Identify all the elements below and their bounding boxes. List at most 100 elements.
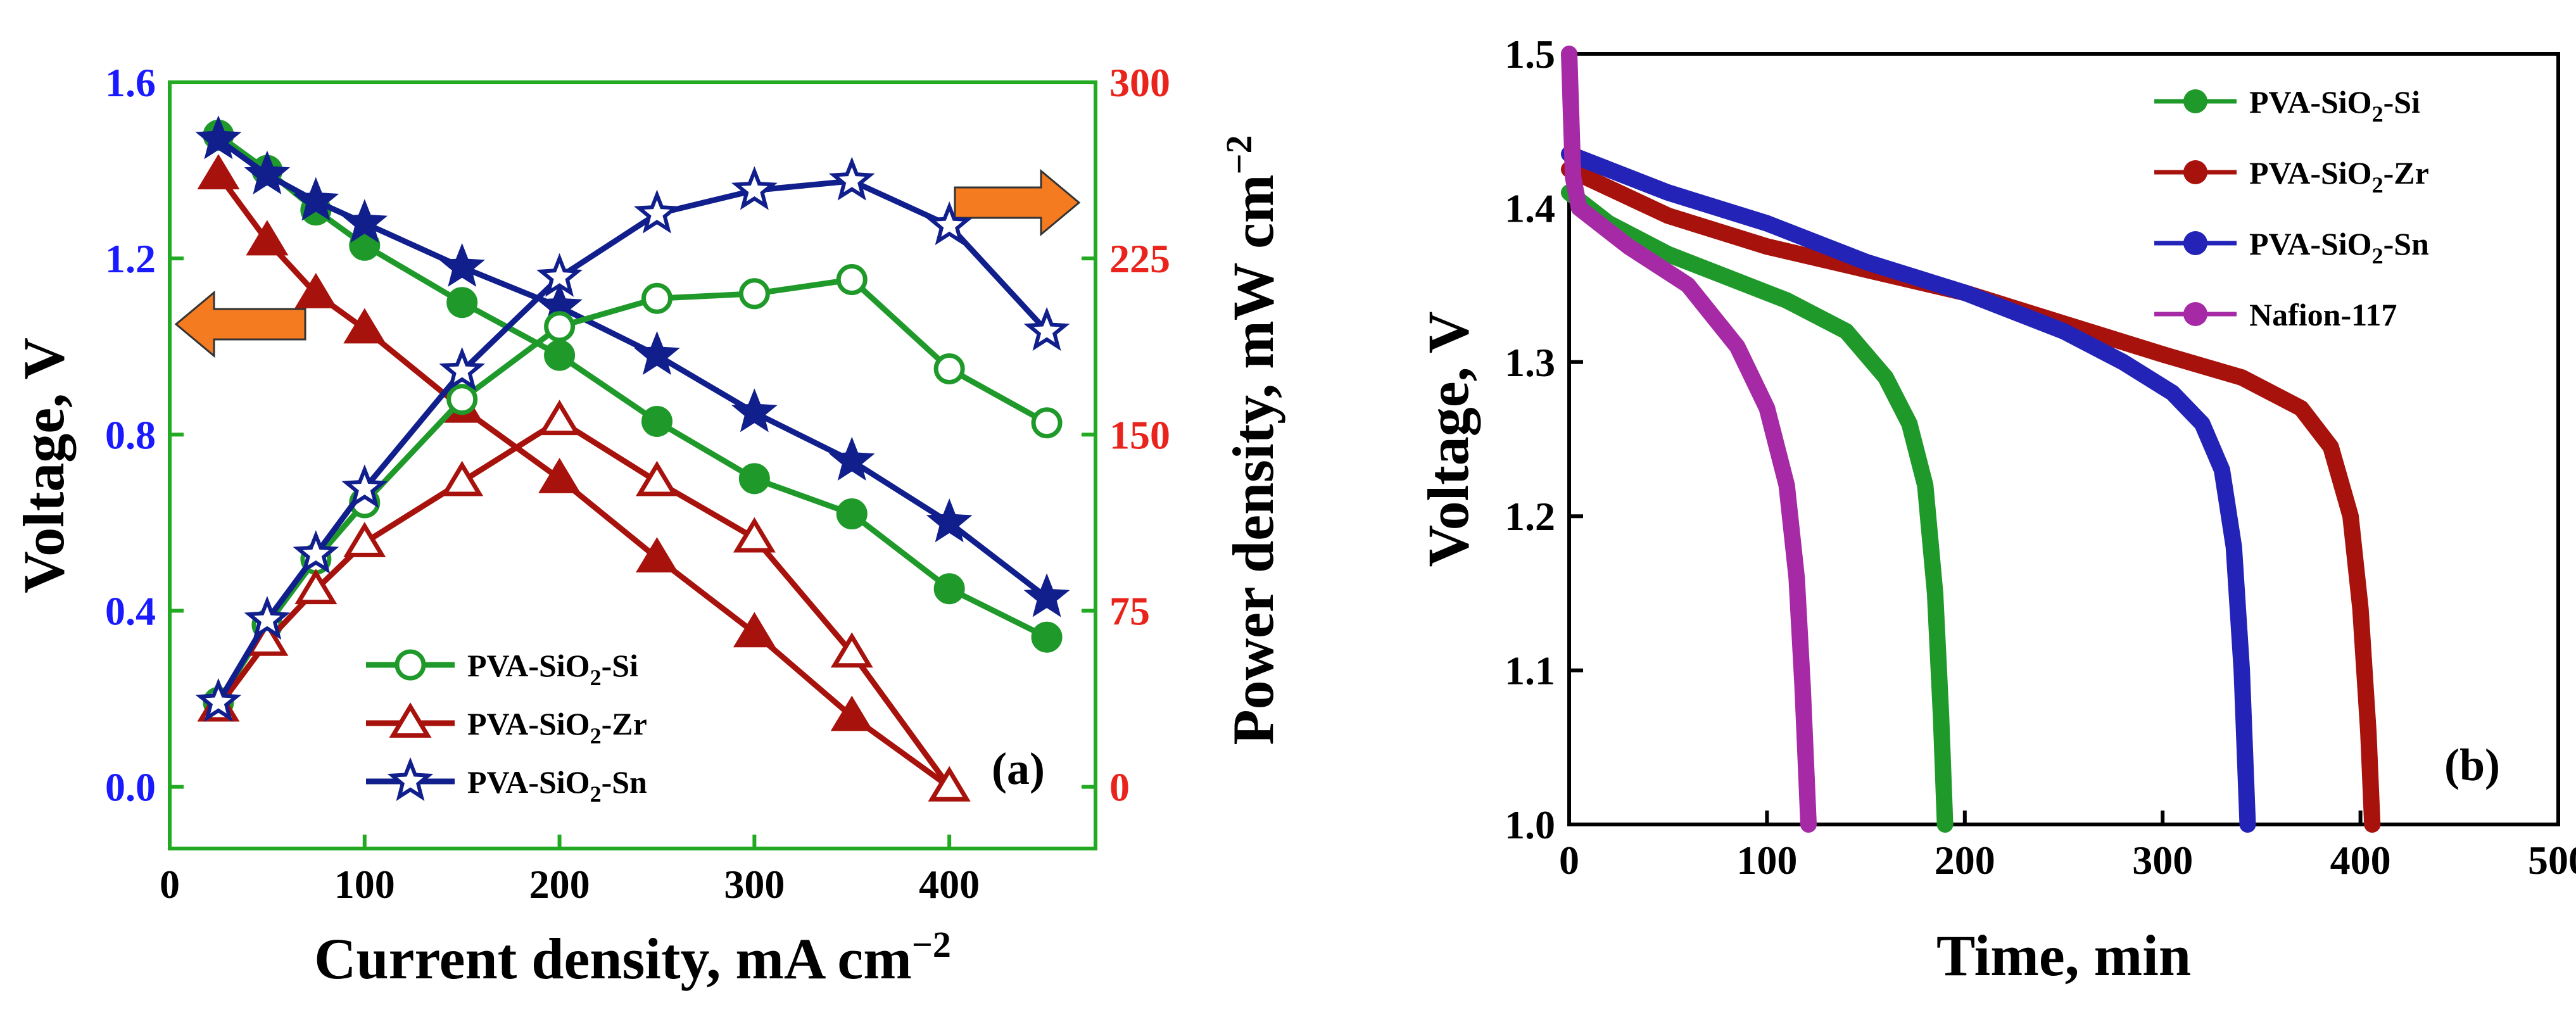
panel-a-data-point bbox=[731, 388, 778, 432]
panel-b-x-tick-label: 300 bbox=[2132, 838, 2193, 883]
panel-b-data-point bbox=[1759, 215, 1775, 231]
panel-a-data-point bbox=[246, 220, 289, 256]
panel-b-data-point bbox=[2234, 662, 2250, 678]
panel-a-data-point bbox=[294, 569, 338, 605]
panel-a-data-point bbox=[439, 243, 486, 287]
panel-a-data-point bbox=[544, 311, 576, 343]
panel-a-data-point bbox=[1031, 621, 1063, 653]
panel-b-data-point bbox=[1660, 208, 1676, 224]
panel-a-y-tick-label: 0.4 bbox=[105, 588, 156, 633]
panel-a-x-tick-label: 300 bbox=[724, 862, 785, 907]
panel-a-data-point bbox=[634, 189, 680, 234]
panel-a-data-point bbox=[733, 612, 776, 648]
panel-b-legend-label: PVA-SiO2-Sn bbox=[2249, 226, 2429, 268]
panel-b-data-point bbox=[1858, 254, 1874, 270]
panel-a-legend-label-end: -Zr bbox=[602, 706, 647, 742]
panel-b-data-point bbox=[2240, 817, 2256, 832]
panel-b-y-tick-label: 1.1 bbox=[1505, 648, 1555, 693]
panel-b-x-tick-label: 500 bbox=[2528, 838, 2576, 883]
panel-b-data-point bbox=[1562, 46, 1577, 61]
panel-b-chart: 0 100 200 300 400 500 1.0 1.1 1.2 1.3 1.4 1.5 Time, … bbox=[1416, 32, 2576, 988]
panel-a-legend-label-sub: 2 bbox=[590, 781, 602, 807]
panel-b-series bbox=[1561, 161, 2381, 833]
panel-b-legend-marker bbox=[2183, 160, 2207, 184]
panel-a-y-tick-label: 0.8 bbox=[105, 412, 156, 457]
panel-b-legend-label-end: -Zr bbox=[2383, 155, 2429, 191]
panel-b-y-axis-title: Voltage, V bbox=[1416, 312, 1481, 567]
panel-a-y-tick-label: 1.2 bbox=[105, 236, 156, 281]
panel-b-data-point bbox=[1660, 185, 1676, 201]
panel-a-data-point bbox=[926, 201, 973, 246]
panel-a-plot-frame bbox=[168, 80, 1097, 850]
panel-a-y-right-tick-label: 150 bbox=[1109, 412, 1170, 457]
panel-b-legend-label: PVA-SiO2-Zr bbox=[2249, 155, 2429, 198]
panel-b-data-point bbox=[1795, 678, 1810, 693]
panel-a-y-right-tick-label: 0 bbox=[1109, 765, 1130, 810]
panel-b-data-point bbox=[1878, 370, 1893, 386]
panel-a-data-point bbox=[1031, 407, 1063, 439]
panel-a-legend-marker bbox=[387, 757, 434, 801]
panel-b-label: (b) bbox=[2444, 740, 2500, 790]
panel-a-x-tick-label: 400 bbox=[919, 862, 980, 907]
panel-a-data-point bbox=[933, 353, 965, 384]
panel-b-data-point bbox=[2352, 601, 2368, 617]
panel-a-x-tick-label: 200 bbox=[529, 862, 590, 907]
panel-a-data-point bbox=[933, 573, 965, 605]
panel-b-data-point bbox=[2342, 508, 2358, 524]
panel-b-legend-label-end: -Sn bbox=[2383, 226, 2429, 262]
panel-a-legend-marker bbox=[389, 702, 432, 738]
panel-b-x-tick-label: 100 bbox=[1736, 838, 1797, 883]
panel-a-data-point bbox=[195, 678, 242, 723]
panel-a-x-tick-label: 0 bbox=[160, 862, 180, 907]
panel-b-y-tick-label: 1.3 bbox=[1505, 340, 1555, 385]
panel-b-legend-label-main: PVA-SiO bbox=[2249, 84, 2372, 120]
panel-a-data-point bbox=[738, 463, 770, 495]
panel-a-y-right-axis-title-sup: −2 bbox=[1218, 135, 1260, 174]
panel-a-data-point bbox=[446, 384, 478, 415]
panel-a-x-axis-title-text: Current density, mA cm bbox=[314, 926, 912, 991]
panel-a-legend-label-main: PVA-SiO bbox=[467, 764, 590, 800]
panel-b-data-point bbox=[1759, 400, 1775, 416]
panel-b-data-point bbox=[1902, 416, 1917, 432]
panel-b-data-point bbox=[1779, 477, 1795, 493]
panel-b-legend-label-main: PVA-SiO bbox=[2249, 155, 2372, 191]
panel-a-data-point bbox=[635, 537, 678, 573]
panel-b-data-point bbox=[2361, 724, 2377, 740]
panel-a-series-line bbox=[216, 173, 951, 790]
panel-b-y-tick-label: 1.2 bbox=[1505, 494, 1555, 539]
panel-a-y-axis-title: Voltage, V bbox=[11, 338, 76, 593]
panel-a-data-point bbox=[244, 596, 291, 640]
panel-b-data-point bbox=[2364, 817, 2380, 832]
panel-a-series-line bbox=[216, 178, 1049, 704]
panel-a-data-point bbox=[830, 695, 873, 731]
panel-a-series-line bbox=[216, 417, 952, 789]
panel-a-legend-label-end: -Sn bbox=[602, 764, 647, 800]
panel-a-legend-label: PVA-SiO2-Si bbox=[467, 648, 638, 690]
panel-a-legend-label-main: PVA-SiO bbox=[467, 648, 590, 683]
panel-b-data-point bbox=[2056, 324, 2071, 339]
panel-b-data-point bbox=[1571, 200, 1587, 216]
panel-b-data-point bbox=[1917, 477, 1933, 493]
panel-a-left-arrow-icon bbox=[174, 290, 306, 358]
panel-a-data-point bbox=[293, 177, 339, 221]
panel-a-data-point bbox=[244, 150, 291, 194]
panel-b-data-point bbox=[1660, 246, 1676, 262]
panel-b-data-point bbox=[2323, 439, 2339, 455]
panel-a-data-point bbox=[634, 331, 680, 376]
panel-b-legend-label-end: -Si bbox=[2383, 84, 2420, 120]
panel-a-label: (a) bbox=[992, 743, 1045, 794]
panel-b-data-point bbox=[1719, 269, 1735, 285]
panel-b-data-point bbox=[2194, 416, 2210, 432]
panel-a-y-right-tick-label: 225 bbox=[1109, 236, 1170, 281]
panel-b-data-point bbox=[1620, 239, 1636, 255]
panel-a-data-point bbox=[195, 115, 242, 160]
panel-a-data-point bbox=[544, 339, 576, 371]
panel-a-legend-label: PVA-SiO2-Sn bbox=[467, 764, 647, 807]
panel-b-x-tick-label: 200 bbox=[1935, 838, 1995, 883]
panel-b-x-tick-label: 400 bbox=[2330, 838, 2391, 883]
panel-a-x-axis-title: Current density, mA cm−2 bbox=[314, 924, 951, 991]
panel-a-data-point bbox=[733, 517, 776, 553]
panel-b-data-point bbox=[1759, 239, 1775, 255]
panel-a-data-point bbox=[441, 460, 484, 496]
panel-b-data-point bbox=[1798, 770, 1814, 786]
